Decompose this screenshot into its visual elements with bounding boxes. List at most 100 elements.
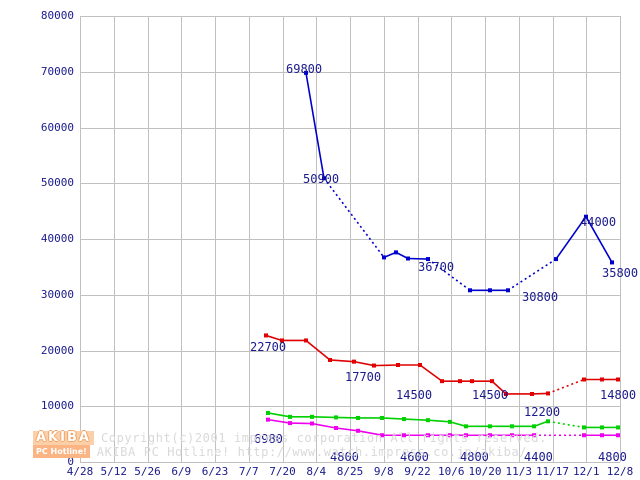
data-value-label: 14500 [396,388,433,402]
y-axis-tick-label: 60000 [40,120,74,134]
data-point-marker [310,414,314,419]
data-value-label: 69800 [286,62,323,76]
y-axis-tick-label: 40000 [40,232,74,245]
data-value-label: 4600 [400,450,429,464]
data-value-label: 4800 [460,450,489,464]
data-point-marker [402,417,406,422]
series-segment [335,427,359,432]
series-segment [531,392,549,395]
data-point-marker [304,70,308,75]
data-point-marker [616,377,620,382]
x-axis-tick-label: 10/6 [438,465,465,478]
y-axis-tick-label: 10000 [40,399,74,413]
y-axis-tick-label: 50000 [40,176,74,190]
data-point-marker [464,433,468,438]
series-segment [507,258,557,291]
data-point-marker [458,379,462,384]
data-point-marker [418,362,422,367]
data-value-label: 14500 [472,388,509,402]
data-point-marker [396,362,400,367]
series-markers [264,70,620,438]
series-segment [335,416,359,419]
data-point-marker [334,415,338,420]
x-axis-tick-label: 6/9 [171,465,192,478]
series-segment [403,418,429,421]
data-point-marker [468,288,472,293]
data-value-label: 4400 [524,450,553,464]
data-point-marker [380,415,384,420]
data-value-label: 14800 [600,388,637,402]
y-axis-tick-label: 20000 [40,343,74,357]
data-value-label: 22700 [250,340,287,354]
data-point-marker [426,418,430,423]
data-value-label: 4800 [330,450,359,464]
series-segment [547,378,585,395]
data-point-marker [448,433,452,438]
data-value-label: 44000 [580,215,617,229]
data-point-marker [610,260,614,265]
series-segment [329,359,355,363]
data-point-marker [356,428,360,433]
series-segment [533,420,549,428]
data-point-marker [584,214,588,219]
series-segment [265,334,283,342]
x-axis-tick-label: 12/1 [573,465,600,478]
series-segment [357,429,383,437]
data-point-marker [464,424,468,429]
y-axis-tick-label: 0 [67,455,74,468]
series-segment [305,72,325,179]
data-point-marker [532,433,536,438]
data-value-label: 30800 [522,290,559,304]
data-point-marker [402,433,406,438]
series-segment [311,416,337,419]
data-value-label: 35800 [602,266,639,280]
series-segment [311,422,337,429]
series-segment [449,421,467,428]
y-axis-tick-label: 70000 [40,64,74,78]
data-point-marker [266,417,270,422]
data-point-marker [488,433,492,438]
data-point-marker [328,357,332,362]
grid-lines [80,16,621,463]
data-point-marker [554,257,558,262]
x-axis-tick-label: 10/20 [468,465,502,478]
data-value-label: 17700 [345,370,382,384]
y-axis-tick-label: 80000 [40,9,74,22]
data-point-marker [380,433,384,438]
data-value-label: 4800 [598,450,627,464]
series-segment [427,419,451,423]
data-point-marker [406,256,410,261]
series-segment [419,364,443,382]
data-point-marker [322,176,326,181]
x-axis-tick-label: 12/8 [606,465,634,478]
data-point-marker [356,415,360,420]
series-segment [323,177,385,258]
x-axis-tick-label: 5/12 [100,465,128,478]
data-value-label: 6980 [254,432,283,446]
series-segment [305,339,331,361]
data-point-marker [448,419,452,424]
data-point-marker [600,377,604,382]
x-axis-tick-label: 7/20 [269,465,296,478]
data-point-marker [288,421,292,426]
data-point-marker [426,257,430,262]
data-point-marker [600,425,604,430]
data-point-marker [266,410,270,415]
series-segment [427,258,471,291]
data-point-marker [488,424,492,429]
data-point-marker [530,391,534,396]
data-point-marker [510,424,514,429]
x-axis-tick-label: 11/17 [535,465,570,478]
data-value-label: 50900 [303,172,340,186]
data-point-marker [382,255,386,260]
data-point-marker [582,425,586,430]
data-point-marker [616,433,620,438]
data-point-marker [504,391,508,396]
series-lines [265,72,618,437]
data-value-label: 12200 [524,405,561,419]
data-point-marker [440,379,444,384]
data-point-marker [334,425,338,430]
data-point-marker [488,288,492,293]
data-point-marker [310,421,314,426]
